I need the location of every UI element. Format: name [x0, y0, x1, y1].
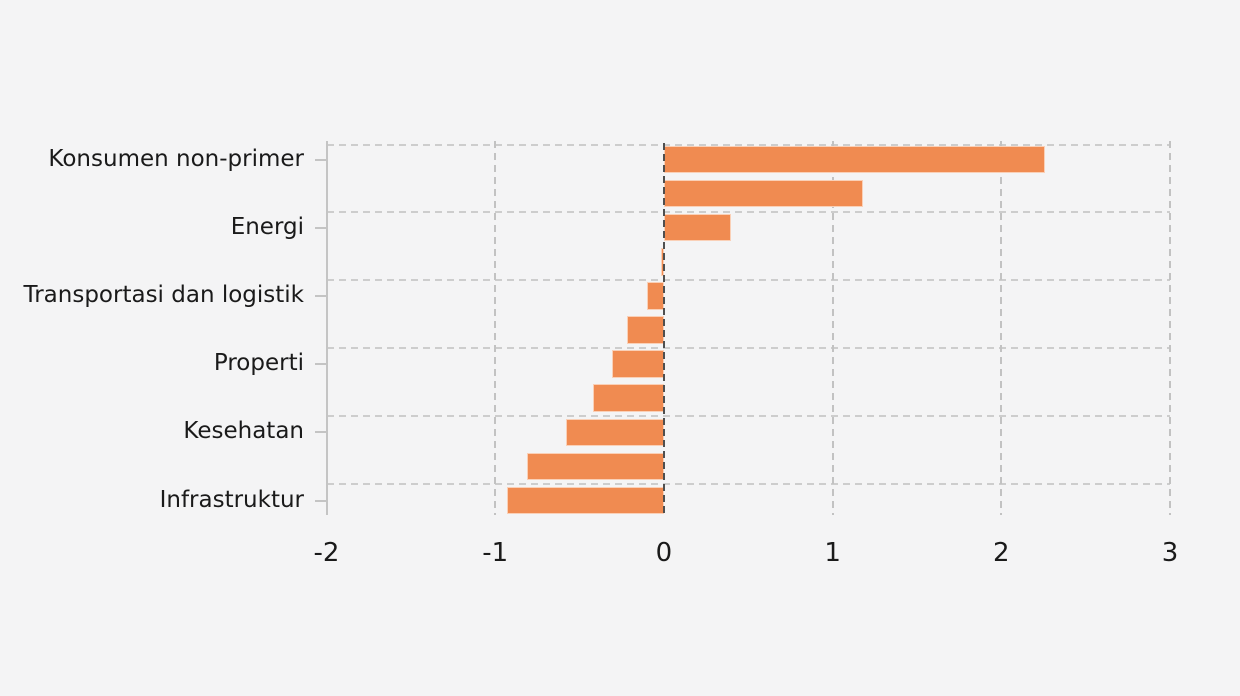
bar [663, 179, 863, 208]
v-gridline [1000, 141, 1003, 515]
x-tick-label: 2 [993, 538, 1010, 568]
h-gridline [326, 483, 1170, 485]
y-tick [314, 363, 327, 366]
h-gridline [326, 211, 1170, 214]
y-tick-label: Properti [213, 350, 304, 377]
y-axis-spine [325, 140, 328, 515]
v-gridline [494, 141, 497, 515]
bar [566, 418, 664, 447]
y-tick [314, 499, 327, 502]
bar [626, 316, 664, 344]
y-tick-label: Transportasi dan logistik [23, 281, 304, 308]
bar [647, 282, 664, 310]
bar [593, 384, 664, 412]
bar [611, 350, 664, 378]
x-tick-label: 1 [824, 538, 841, 568]
y-tick [314, 431, 327, 434]
x-tick-label: -1 [482, 538, 509, 568]
h-gridline [326, 347, 1170, 350]
y-tick-label: Konsumen non-primer [48, 145, 304, 172]
h-gridline [326, 143, 1170, 146]
y-tick-label: Kesehatan [183, 418, 304, 445]
y-tick [314, 226, 327, 229]
bar [507, 486, 664, 515]
bar [663, 213, 732, 242]
v-gridline [831, 141, 834, 515]
y-tick-label: Energi [230, 213, 304, 240]
bar [663, 145, 1046, 174]
x-tick-label: 0 [655, 538, 673, 568]
v-gridline [1169, 141, 1171, 515]
bar [527, 452, 664, 481]
x-tick-label: 3 [1161, 538, 1179, 568]
h-gridline [326, 279, 1170, 282]
x-tick-label: -2 [313, 538, 340, 568]
y-tick [314, 158, 327, 161]
h-gridline [326, 415, 1170, 418]
zero-line [662, 142, 665, 515]
y-tick-label: Infrastruktur [159, 486, 304, 513]
y-tick [314, 294, 327, 297]
